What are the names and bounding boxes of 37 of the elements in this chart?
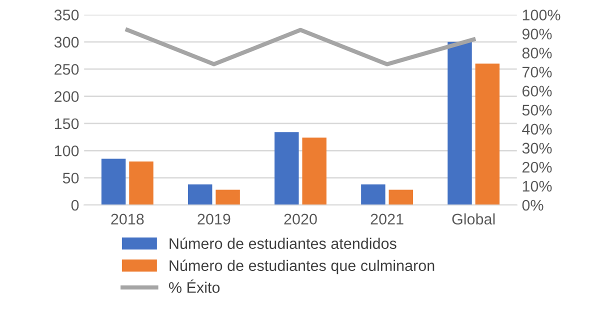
x-tick-label: 2021: [370, 214, 404, 225]
x-tick-label: Global: [452, 213, 495, 225]
bar: [361, 184, 386, 205]
y-tick-label: 200: [54, 91, 79, 102]
y2-tick-label: 90%: [522, 28, 552, 40]
y-tick-label: 250: [54, 64, 79, 75]
bar: [388, 190, 414, 205]
bar: [475, 64, 500, 205]
x-tick-label: 2019: [198, 214, 230, 225]
bar: [216, 190, 240, 205]
bar: [302, 138, 326, 205]
bar: [188, 184, 212, 205]
y-tick-label: 50: [62, 172, 79, 184]
bar: [448, 42, 472, 205]
y-tick-label: 150: [54, 118, 79, 130]
y-tick-label: 0: [71, 200, 79, 211]
y2-tick-label: 20%: [522, 162, 552, 173]
bar: [101, 158, 126, 205]
y2-tick-label: 50%: [522, 104, 552, 116]
y2-tick-label: 70%: [522, 66, 552, 78]
y2-tick-label: 30%: [522, 142, 552, 154]
legend-label: Número de estudiantes que culminaron: [170, 260, 434, 274]
x-tick-label: 2018: [111, 214, 144, 225]
y2-tick-label: 60%: [522, 86, 552, 97]
bar: [129, 162, 154, 205]
y2-tick-label: 40%: [522, 124, 552, 135]
y-tick-label: 350: [54, 10, 79, 20]
legend-label: Número de estudiantes atendidos: [170, 238, 396, 249]
bar: [274, 132, 299, 205]
y2-tick-label: 80%: [522, 48, 552, 58]
y2-tick-label: 0%: [522, 200, 544, 211]
x-tick-label: 2020: [284, 214, 317, 225]
y-tick-label: 300: [54, 36, 79, 48]
legend-label: % Éxito: [169, 280, 220, 293]
y2-tick-label: 100%: [522, 10, 560, 20]
y2-tick-label: 10%: [522, 180, 552, 192]
y-tick-label: 100: [54, 146, 79, 156]
